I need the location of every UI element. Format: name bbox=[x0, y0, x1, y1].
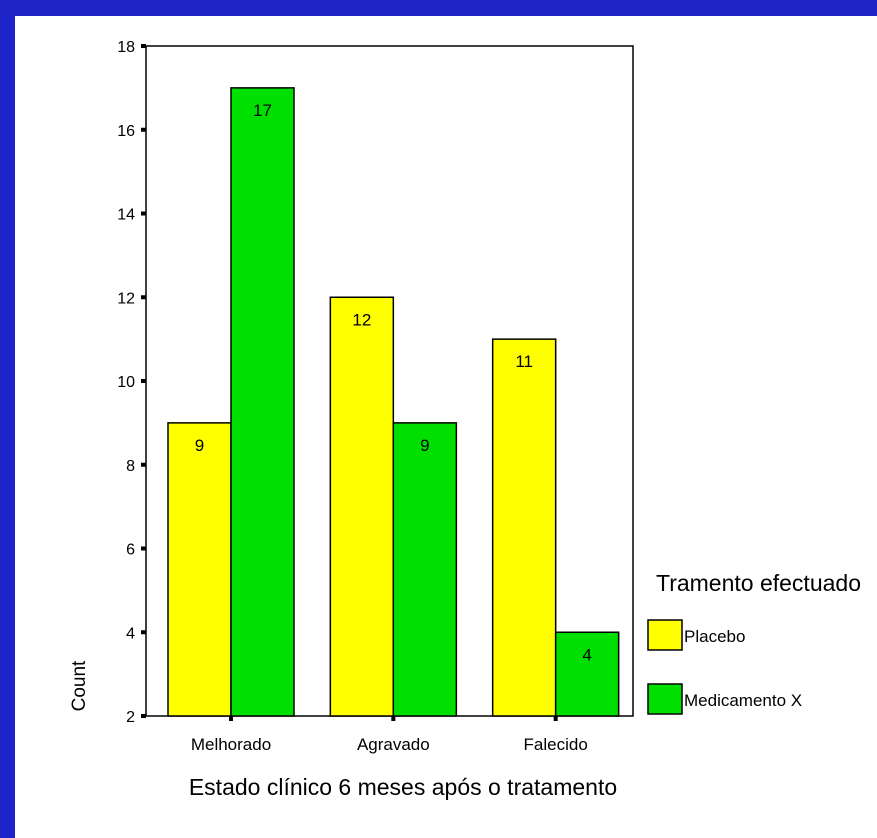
bar-chart: Count Estado clínico 6 meses após o trat… bbox=[69, 39, 861, 800]
x-tick bbox=[553, 716, 558, 721]
y-tick bbox=[141, 379, 146, 383]
legend-entry: Medicamento X bbox=[684, 691, 802, 710]
legend-title: Tramento efectuado bbox=[656, 570, 861, 596]
y-tick-label: 16 bbox=[117, 123, 135, 140]
bar-medicamento-x bbox=[230, 87, 295, 717]
y-tick bbox=[141, 462, 146, 467]
y-tick bbox=[141, 714, 146, 718]
bar-placebo bbox=[329, 296, 395, 717]
y-tick-label: 12 bbox=[117, 290, 135, 307]
data-label: 4 bbox=[582, 645, 591, 664]
chart-canvas: Count Estado clínico 6 meses após o trat… bbox=[15, 16, 877, 838]
y-tick-label: 18 bbox=[117, 39, 135, 56]
bar-medicamento-x bbox=[554, 631, 620, 717]
x-tick-label: Falecido bbox=[524, 735, 588, 754]
bar-placebo bbox=[167, 422, 232, 717]
y-tick bbox=[141, 211, 146, 216]
bar-placebo bbox=[491, 338, 557, 717]
y-tick-label: 8 bbox=[126, 458, 135, 475]
y-tick-label: 14 bbox=[117, 207, 135, 224]
data-label: 17 bbox=[253, 101, 272, 120]
data-label: 9 bbox=[420, 436, 429, 455]
bar-medicamento-x bbox=[392, 422, 458, 717]
y-tick bbox=[141, 546, 146, 551]
legend-entry: Placebo bbox=[684, 627, 745, 646]
y-tick-label: 10 bbox=[117, 374, 135, 391]
data-label: 11 bbox=[515, 352, 533, 371]
y-tick bbox=[141, 44, 146, 48]
data-label: 9 bbox=[195, 436, 204, 455]
x-tick bbox=[229, 716, 233, 721]
y-tick-label: 2 bbox=[126, 709, 135, 726]
data-label: 12 bbox=[352, 310, 371, 329]
y-tick bbox=[141, 630, 146, 635]
x-tick-label: Agravado bbox=[357, 735, 430, 754]
y-tick-label: 4 bbox=[126, 625, 135, 642]
x-tick-label: Melhorado bbox=[191, 735, 271, 754]
y-tick-label: 6 bbox=[126, 542, 135, 559]
y-axis-label: Count bbox=[69, 660, 90, 711]
legend-swatch-placebo bbox=[647, 619, 683, 651]
y-tick bbox=[141, 127, 146, 132]
y-tick bbox=[141, 295, 146, 300]
legend-swatch-medicamento-x bbox=[647, 683, 683, 715]
x-axis-label: Estado clínico 6 meses após o tratamento bbox=[189, 774, 617, 800]
x-tick bbox=[391, 716, 396, 721]
